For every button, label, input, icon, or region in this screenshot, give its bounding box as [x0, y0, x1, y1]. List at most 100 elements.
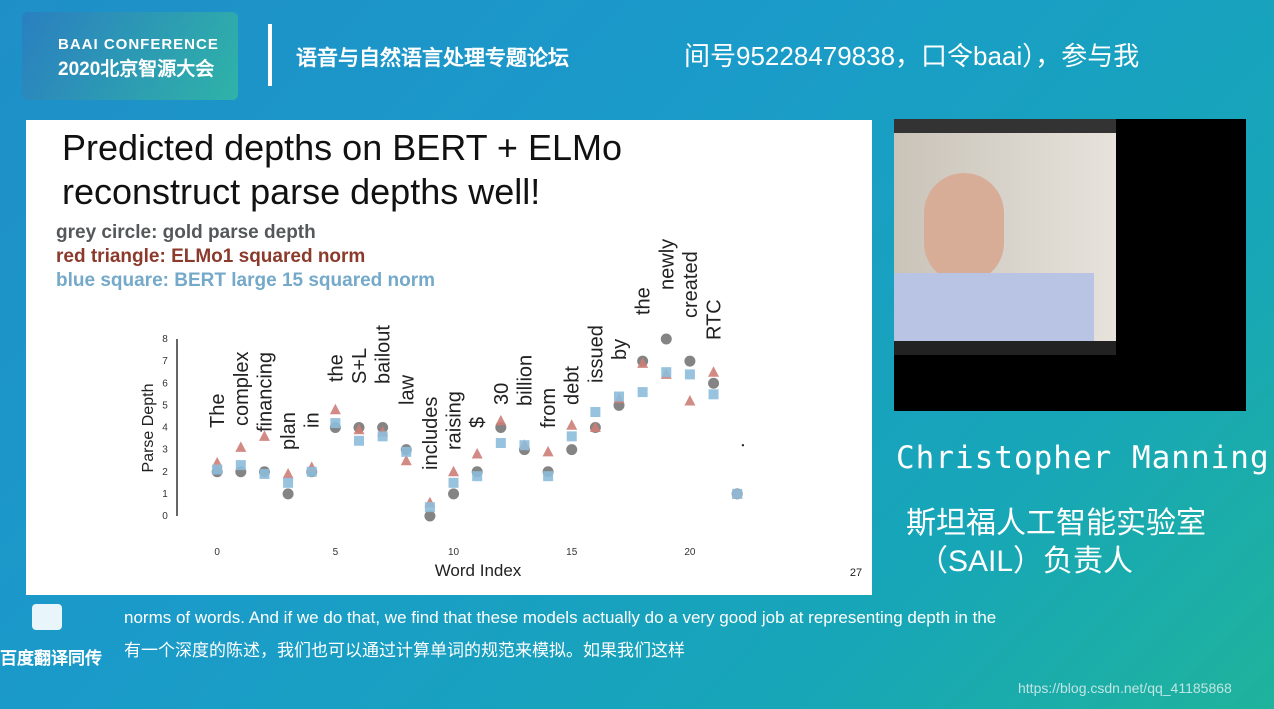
x-tick-label: 5	[333, 547, 339, 558]
point-circle	[566, 444, 578, 456]
x-tick-label: 15	[566, 547, 578, 558]
y-tick-label: 5	[162, 400, 168, 411]
point-square	[212, 464, 223, 475]
speaker-face	[924, 173, 1004, 283]
point-square	[235, 460, 246, 471]
point-triangle	[495, 414, 507, 426]
y-tick-label: 8	[162, 334, 168, 345]
point-circle	[448, 488, 460, 500]
legend-entry: grey circle: gold parse depth	[56, 222, 316, 243]
word-label: issued	[585, 325, 607, 383]
word-label: includes	[420, 397, 442, 470]
speaker-shirt	[894, 273, 1094, 341]
divider	[268, 24, 272, 86]
point-triangle	[353, 423, 365, 435]
speaker-video	[894, 133, 1116, 341]
point-circle	[660, 333, 672, 345]
ticker: 间号95228479838，口令baai），参与我	[684, 41, 1140, 71]
legend-entry: red triangle: ELMo1 squared norm	[56, 246, 365, 267]
point-triangle	[684, 394, 696, 406]
point-square	[259, 468, 270, 479]
y-tick-label: 0	[162, 511, 168, 522]
point-square	[684, 369, 695, 380]
legend-entry: blue square: BERT large 15 squared norm	[56, 270, 435, 291]
word-label: newly	[656, 239, 678, 290]
subtitle-english: norms of words. And if we do that, we fi…	[124, 608, 997, 627]
point-square	[354, 435, 364, 446]
point-triangle	[637, 357, 649, 368]
word-label: RTC	[704, 299, 726, 340]
slide: Predicted depths on BERT + ELMo reconstru…	[26, 120, 872, 595]
point-triangle	[400, 454, 412, 466]
point-square	[566, 431, 577, 442]
word-label: The	[207, 394, 229, 428]
point-square	[377, 431, 388, 442]
y-axis-label: Parse Depth	[140, 384, 157, 473]
point-circle	[708, 377, 720, 389]
video-toolbar	[894, 119, 1116, 133]
brand: 百度翻译同传	[0, 649, 102, 668]
point-circle	[684, 355, 696, 367]
point-square	[614, 391, 624, 402]
x-tick-label: 10	[448, 547, 460, 558]
subtitle-bar: 百度翻译同传 norms of words. And if we do that…	[0, 598, 1274, 709]
word-label: $	[467, 417, 489, 428]
point-triangle	[282, 467, 294, 479]
point-triangle	[448, 465, 460, 477]
point-square	[519, 440, 530, 451]
word-label: by	[609, 339, 631, 360]
word-label: 30	[491, 383, 513, 405]
word-label: from	[538, 388, 560, 428]
x-axis-label: Word Index	[435, 561, 522, 580]
word-label: in	[302, 412, 324, 428]
x-tick-label: 0	[214, 547, 220, 558]
subtitle-chinese: 有一个深度的陈述，我们也可以通过计算单词的规范来模拟。如果我们这样	[124, 641, 685, 660]
word-label: law	[396, 374, 418, 405]
point-square	[401, 446, 412, 457]
point-triangle	[329, 403, 341, 415]
speaker-name: Christopher Manning	[896, 440, 1270, 476]
point-triangle	[542, 445, 554, 457]
word-label: raising	[444, 391, 466, 450]
logo-top: BAAI CONFERENCE	[58, 36, 219, 53]
y-tick-label: 3	[162, 445, 168, 456]
point-triangle	[566, 419, 578, 430]
point-square	[495, 437, 506, 448]
slide-title: Predicted depths on BERT + ELMo	[62, 127, 622, 168]
point-square	[543, 471, 554, 482]
point-square	[448, 477, 459, 488]
y-tick-label: 1	[162, 489, 168, 500]
point-square	[472, 471, 483, 482]
word-label: plan	[278, 412, 300, 450]
point-square	[330, 418, 341, 429]
video-controls	[894, 341, 1116, 355]
watermark: https://blog.csdn.net/qq_41185868	[1018, 680, 1232, 696]
word-label: the	[633, 287, 655, 315]
slide-title: reconstruct parse depths well!	[62, 171, 540, 212]
word-label: the	[325, 354, 347, 382]
point-triangle	[708, 366, 720, 377]
word-label: created	[680, 251, 702, 318]
word-label: billion	[514, 355, 536, 406]
point-circle	[424, 510, 436, 522]
chart: Predicted depths on BERT + ELMoreconstru…	[56, 127, 862, 580]
video	[894, 119, 1246, 411]
point-square	[424, 502, 435, 513]
point-square	[306, 466, 317, 477]
point-square	[708, 389, 719, 400]
y-tick-label: 2	[162, 467, 168, 478]
word-label: debt	[562, 366, 584, 405]
speaker-title: 斯坦福人工智能实验室	[906, 507, 1206, 540]
page-number: 27	[850, 567, 862, 579]
y-tick-label: 7	[162, 356, 168, 367]
speaker-title: （SAIL）负责人	[918, 545, 1134, 578]
point-square	[732, 488, 743, 499]
forum-title: 语音与自然语言处理专题论坛	[296, 47, 569, 70]
word-label: bailout	[373, 325, 395, 384]
word-label: financing	[254, 352, 276, 432]
word-label: complex	[231, 352, 253, 426]
point-triangle	[235, 441, 247, 452]
point-triangle	[589, 421, 601, 432]
logo-bottom: 2020北京智源大会	[58, 59, 215, 80]
